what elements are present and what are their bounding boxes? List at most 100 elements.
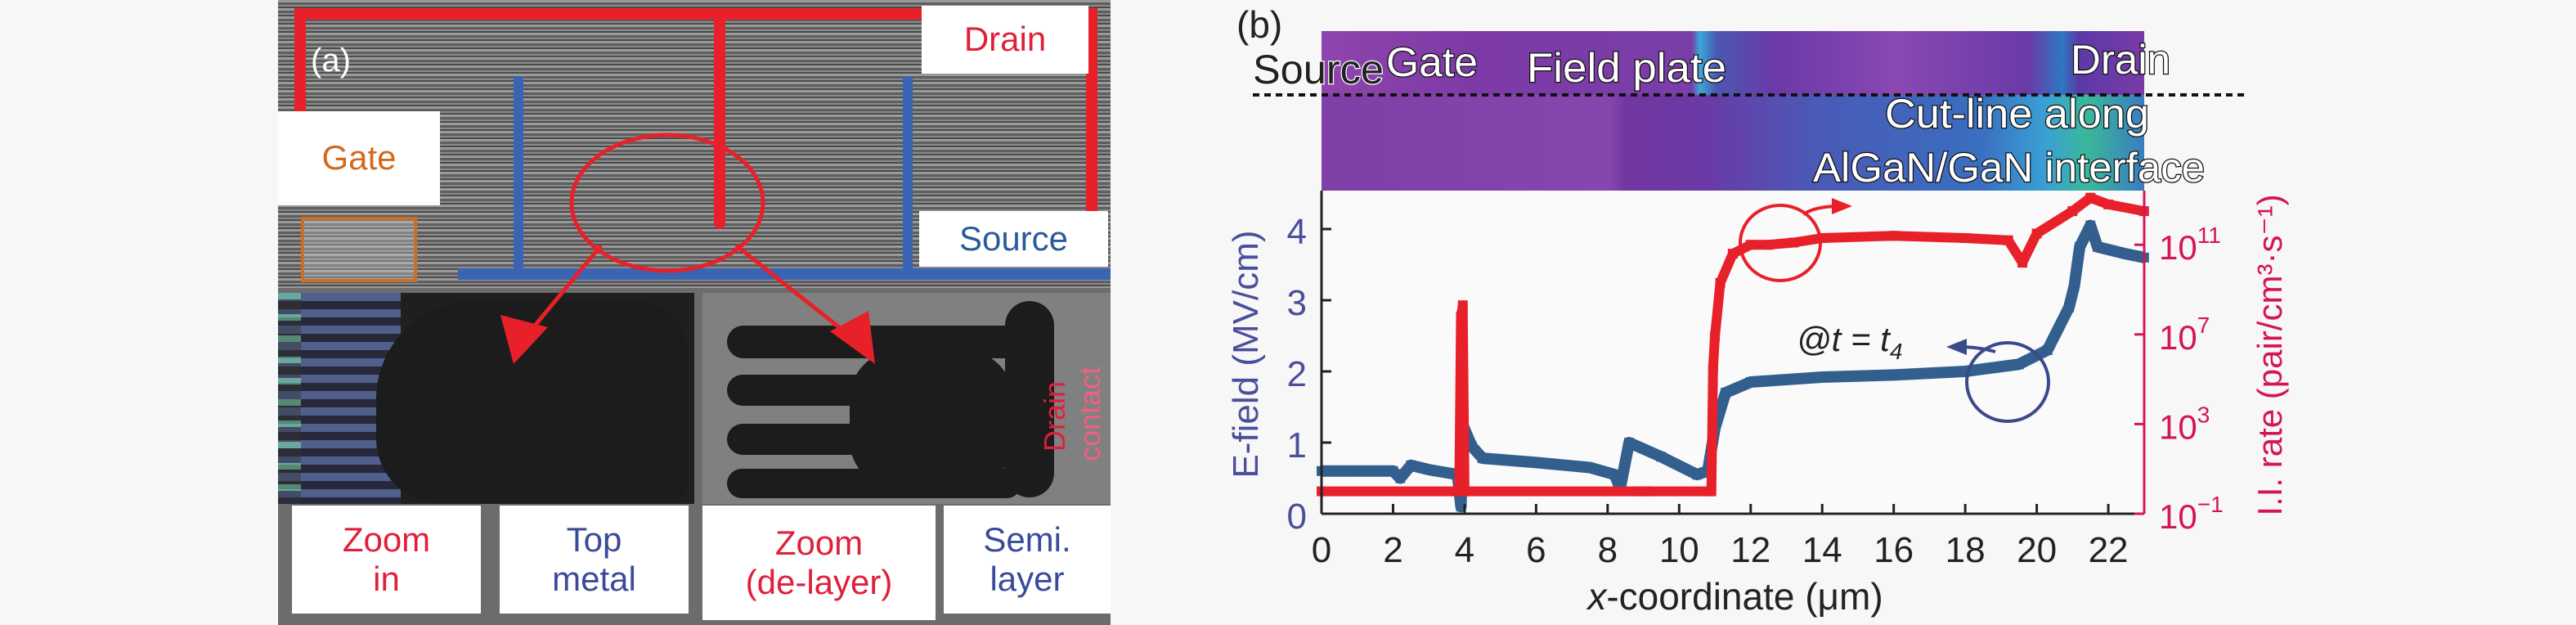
semi-layer-label: Semi. layer [944,506,1111,614]
efield-arrow-head-left [1946,339,1967,355]
semi-layer-line-1: Semi. [983,519,1071,559]
x-axis-label-text: -coordinate (μm) [1606,575,1883,618]
zoom-arrow-right-head [830,311,875,364]
efield-data-point [2075,241,2085,252]
zoom-in-label: Zoom in [292,506,481,614]
drain-bus-left [294,8,306,116]
damage-highlight-circle [569,133,765,273]
map-label-cutline-1: Cut-line along [1885,91,2149,137]
x-tick-label: 4 [1455,530,1474,570]
y-right-tick-label: 10−1 [2159,492,2224,536]
efield-series-circle [1965,341,2050,423]
ii-rate-data-point [1715,277,1726,288]
time-annotation-text: @t = t [1797,320,1892,358]
ii-rate-data-point [2085,192,2096,203]
ii-rate-data-point [1710,331,1721,342]
efield-data-point [2085,220,2096,231]
ii-rate-data-point [1727,249,1738,259]
map-label-drain: Drain [2071,37,2170,83]
plot-area [1322,191,2144,514]
drain-label: Drain [922,6,1088,74]
efield-data-point [2042,344,2053,355]
gate-pad-highlight-box [301,217,417,282]
ii-rate-data-point [1706,486,1717,497]
x-tick-label: 14 [1802,530,1842,570]
zoom-arrow-left-shaft [522,244,603,341]
ii-rate-data-point [2067,206,2078,217]
efield-data-point [1531,457,1542,468]
delayer-image: Drain contact [702,293,1111,504]
map-label-cutline-2: AlGaN/GaN interface [1813,145,2205,191]
efield-data-point [1692,470,1703,480]
annotation-overlay [500,133,875,364]
semi-layer-line-2: layer [990,560,1065,598]
field-map-bottom [1322,95,2144,191]
efield-series-line [1322,219,2146,513]
panel-b-label: (b) [1236,3,1282,46]
zoom-in-line-2: in [373,560,400,598]
source-finger-left [514,76,523,272]
rate-series-circle [1739,204,1822,282]
source-label-text: Source [958,218,1069,258]
efield-data-point [1584,462,1595,473]
y-left-tick-label: 3 [1287,283,1307,323]
y-right-tick-label: 1011 [2159,223,2221,267]
top-metal-line-2: metal [552,560,636,598]
ii-rate-data-point [2003,235,2013,245]
ii-rate-data-point [1763,240,1774,250]
zoom-arrow-right-shaft [734,244,856,341]
gate-label-text: Gate [321,138,397,178]
zoom-delayer-line-1: Zoom [774,523,864,562]
x-axis-label: x-coordinate (μm) [1586,575,1883,618]
ii-rate-data-point [1457,300,1468,311]
zoom-delayer-label: Zoom (de-layer) [702,506,936,620]
x-tick-label: 6 [1526,530,1546,570]
efield-data-point [1888,370,1899,380]
x-tick-label: 10 [1659,530,1699,570]
zoom-arrow-left-head [500,315,548,364]
efield-data-point [1609,470,1620,480]
zoom-delayer-line-2: (de-layer) [745,563,893,601]
ii-rate-data-point [1459,486,1470,497]
map-label-field-plate: Field plate [1527,45,1726,91]
zoom-in-image [278,293,694,504]
efield-data-point [2092,241,2103,252]
ii-rate-data-point [1745,240,1756,250]
efield-data-point [2120,249,2131,259]
map-label-source: Source [1253,47,1384,92]
source-finger-right [903,76,913,272]
drain-label-text: Drain [963,20,1047,59]
ii-rate-data-point [1960,232,1971,243]
top-metal-line-1: Top [566,519,622,559]
efield-data-point [1406,460,1416,470]
efield-data-point [1466,441,1477,452]
x-tick-label: 22 [2089,530,2129,570]
time-annotation-subscript: 4 [1890,339,1903,364]
drain-bus-right [1086,8,1097,211]
ii-rate-data-point [1456,311,1466,321]
x-tick-label: 12 [1730,530,1770,570]
efield-data-point [2063,302,2074,312]
drain-contact-mark [1005,301,1054,497]
coil-pattern [278,293,301,504]
efield-data-point [1352,465,1362,476]
y-axis-right-label: I.I. rate (pair/cm³·s⁻¹) [2251,194,2289,515]
y-left-tick-label: 1 [1287,425,1307,465]
field-map-top [1322,31,2144,95]
panel-a-label: (a) [311,43,351,79]
zoom-in-line-1: Zoom [342,519,431,559]
series-layer [1317,192,2149,513]
gate-label: Gate [278,111,440,205]
efield-data-point [1477,453,1488,464]
x-tick-label: 0 [1312,530,1331,570]
y-left-tick-label: 4 [1287,212,1307,252]
efield-data-point [1424,465,1434,475]
y-left-tick-label: 2 [1287,354,1307,394]
rate-arrow-head-right [1832,198,1852,214]
source-label: Source [919,211,1108,267]
efield-data-point [2013,359,2024,370]
ii-rate-data-point [1788,237,1799,248]
panel-a-micrograph: Drain contact (a) Gate Drain Source Zoom… [278,0,1111,625]
